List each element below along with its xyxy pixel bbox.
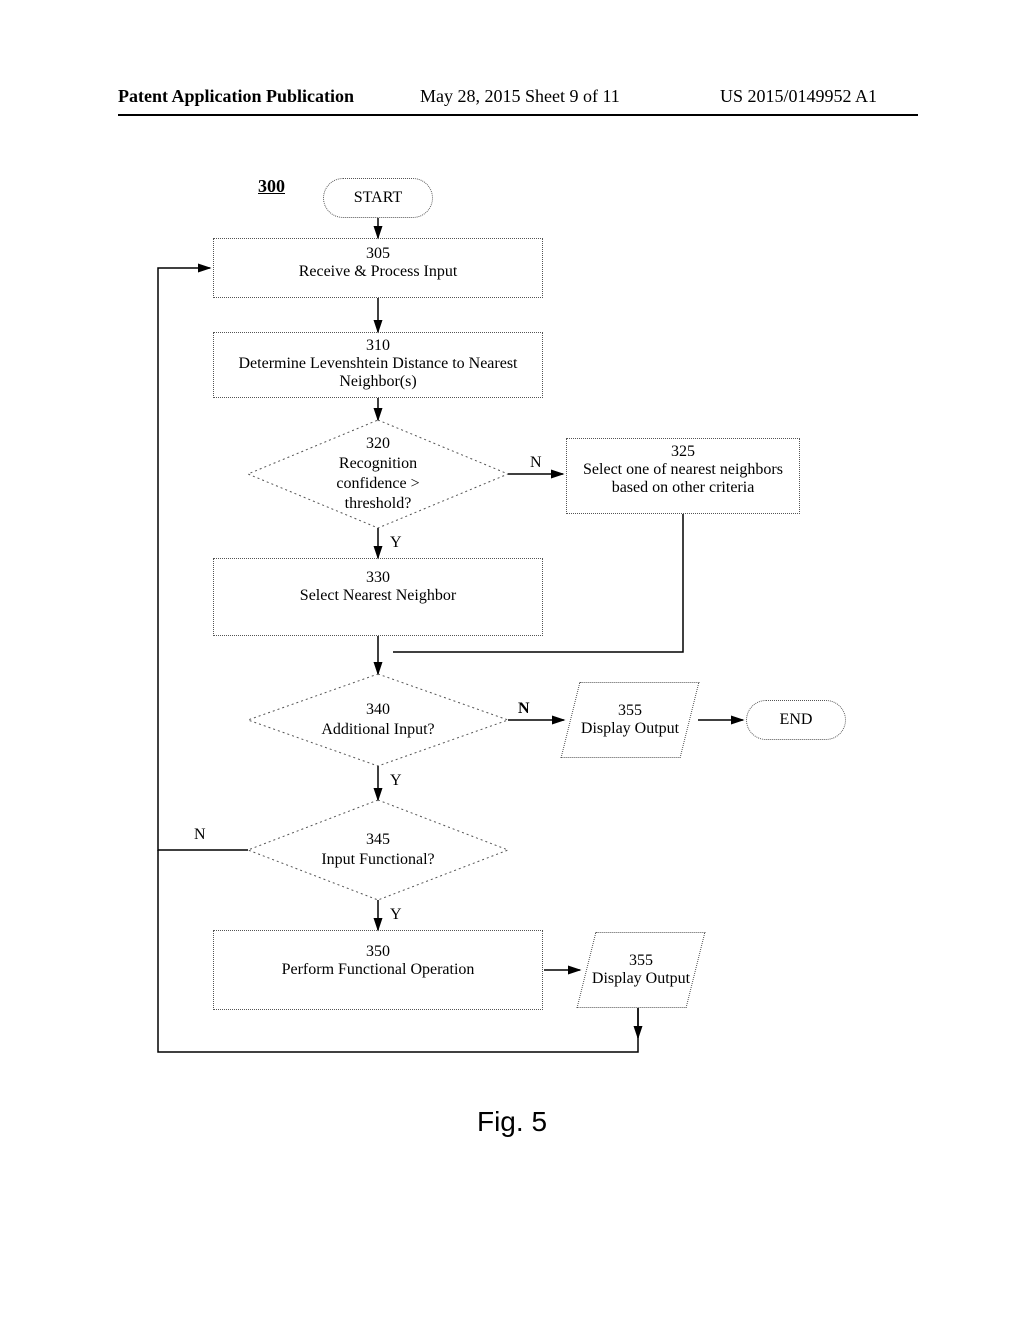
- node-350: 350 Perform Functional Operation: [213, 930, 543, 1010]
- header-right: US 2015/0149952 A1: [720, 86, 877, 107]
- node-340-text: Additional Input?: [321, 720, 434, 740]
- node-330-text: Select Nearest Neighbor: [214, 587, 542, 605]
- node-330-num: 330: [214, 569, 542, 587]
- node-350-num: 350: [214, 943, 542, 961]
- node-355-top-num: 355: [581, 702, 679, 720]
- node-355-bottom-text: Display Output: [592, 970, 690, 988]
- node-330: 330 Select Nearest Neighbor: [213, 558, 543, 636]
- node-340-num: 340: [321, 700, 434, 720]
- node-345: 345 Input Functional?: [248, 800, 508, 900]
- header-left: Patent Application Publication: [118, 86, 354, 107]
- node-start-label: START: [354, 189, 402, 207]
- header-mid: May 28, 2015 Sheet 9 of 11: [420, 86, 620, 107]
- node-310-text: Determine Levenshtein Distance to Neares…: [214, 355, 542, 391]
- label-345-Y: Y: [390, 906, 402, 924]
- node-355-bottom-num: 355: [592, 952, 690, 970]
- label-340-Y: Y: [390, 772, 402, 790]
- node-320-num: 320: [316, 434, 441, 454]
- label-320-Y: Y: [390, 534, 402, 552]
- node-end-label: END: [780, 711, 813, 729]
- node-305-text: Receive & Process Input: [214, 263, 542, 281]
- node-310: 310 Determine Levenshtein Distance to Ne…: [213, 332, 543, 398]
- node-355-top: 355 Display Output: [570, 682, 690, 758]
- node-340: 340 Additional Input?: [248, 674, 508, 766]
- node-305: 305 Receive & Process Input: [213, 238, 543, 298]
- node-end: END: [746, 700, 846, 740]
- node-355-top-text: Display Output: [581, 720, 679, 738]
- node-355-bottom: 355 Display Output: [586, 932, 696, 1008]
- label-320-N: N: [530, 454, 542, 472]
- node-start: START: [323, 178, 433, 218]
- label-345-N: N: [194, 826, 206, 844]
- node-305-num: 305: [214, 245, 542, 263]
- node-325: 325 Select one of nearest neighbors base…: [566, 438, 800, 514]
- node-325-text: Select one of nearest neighbors based on…: [567, 461, 799, 497]
- header-rule: [118, 114, 918, 116]
- label-340-N: N: [518, 700, 530, 718]
- figure-caption: Fig. 5: [0, 1106, 1024, 1138]
- node-320-text: Recognition confidence > threshold?: [316, 454, 441, 514]
- node-350-text: Perform Functional Operation: [214, 961, 542, 979]
- node-320: 320 Recognition confidence > threshold?: [248, 420, 508, 528]
- flowchart-arrows: [138, 160, 898, 1160]
- node-345-text: Input Functional?: [321, 850, 434, 870]
- node-325-num: 325: [567, 443, 799, 461]
- flowchart: START 305 Receive & Process Input 310 De…: [138, 160, 898, 1160]
- node-345-num: 345: [321, 830, 434, 850]
- node-310-num: 310: [214, 337, 542, 355]
